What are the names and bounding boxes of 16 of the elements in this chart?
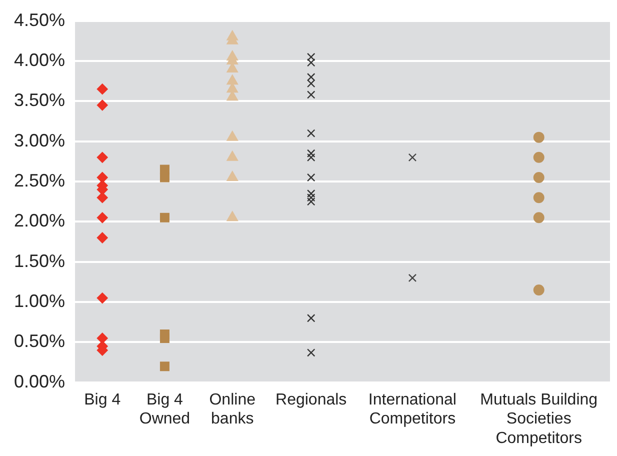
y-tick-label: 0.50% [14,331,66,352]
x-tick-label: Big 4 [84,391,121,408]
y-tick-label: 2.50% [14,170,66,190]
y-tick-label: 1.50% [14,250,66,271]
y-tick-label: 4.50% [14,10,66,30]
y-tick-label: 1.00% [14,291,66,312]
x-tick-label: Regionals [276,391,347,408]
y-tick-label: 3.00% [14,130,66,150]
y-tick-label: 3.50% [14,90,66,110]
x-tick-label: Mutuals Building Societies Competitors [480,391,598,447]
x-tick-label: Online banks [209,391,256,428]
x-tick-label: International Competitors [368,391,456,428]
y-tick-label: 2.00% [14,210,66,231]
x-tick-label: Big 4 Owned [139,391,190,428]
y-tick-label: 4.00% [14,50,66,70]
y-tick-label: 0.00% [14,371,66,392]
